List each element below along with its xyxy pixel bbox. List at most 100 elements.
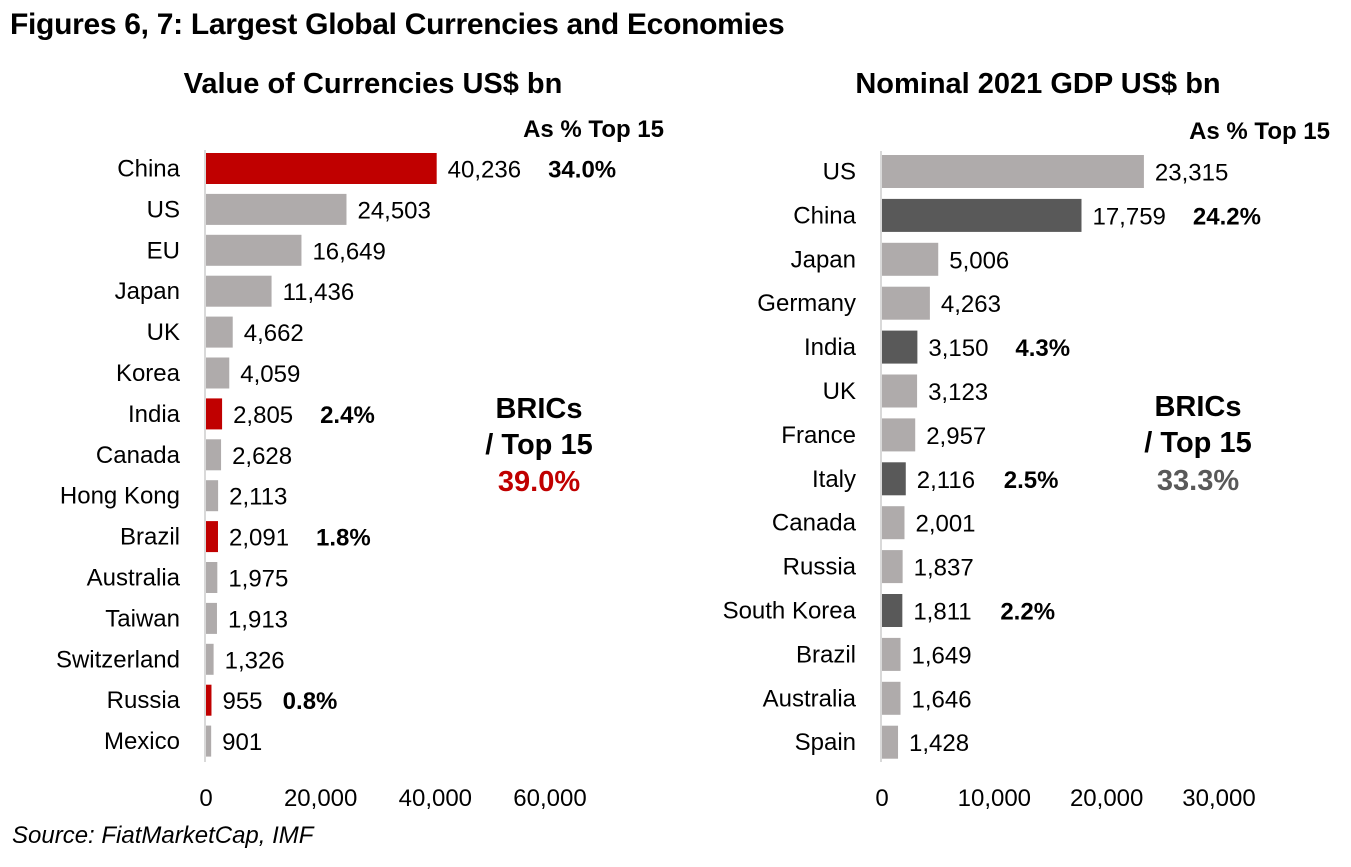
bar-australia xyxy=(206,562,218,593)
bar-brazil xyxy=(206,521,218,553)
bar-taiwan xyxy=(206,602,217,634)
category-label: India xyxy=(128,401,181,428)
bars: US 23,315 China 17,759 24.2% Japan 5,006 German… xyxy=(723,155,1261,759)
value-label: 2,957 xyxy=(926,423,986,450)
value-label: 2,091 xyxy=(229,525,289,552)
bric-annotation-line2: / Top 15 xyxy=(1144,427,1251,459)
pct-label: 2.4% xyxy=(320,402,375,429)
bar-korea xyxy=(206,357,230,389)
category-label: US xyxy=(147,196,180,223)
bar-india xyxy=(882,330,918,364)
x-axis-ticks: 0 10,000 20,000 30,000 xyxy=(875,785,1255,812)
value-label: 24,503 xyxy=(357,197,430,224)
value-label: 16,649 xyxy=(312,238,385,265)
gdp-chart: Nominal 2021 GDP US$ bn As % Top 15 US 23… xyxy=(723,68,1330,812)
category-label: Canada xyxy=(96,442,181,469)
category-label: Russia xyxy=(783,554,857,581)
bar-china xyxy=(882,198,1082,232)
category-label: UK xyxy=(823,378,856,405)
category-label: Taiwan xyxy=(105,605,180,632)
category-label: EU xyxy=(147,237,180,264)
pct-label: 1.8% xyxy=(316,525,371,552)
x-tick-label: 0 xyxy=(199,785,212,812)
value-label: 4,059 xyxy=(240,361,300,388)
category-label: Brazil xyxy=(796,641,856,668)
bar-switzerland xyxy=(206,643,214,675)
bric-annotation-line1: BRICs xyxy=(1154,391,1241,423)
x-axis-ticks: 0 20,000 40,000 60,000 xyxy=(199,785,586,812)
category-label: Canada xyxy=(772,510,857,537)
category-label: Hong Kong xyxy=(60,483,180,510)
value-label: 1,913 xyxy=(228,606,288,633)
chart-subtitle: As % Top 15 xyxy=(523,116,664,143)
value-label: 3,123 xyxy=(928,379,988,406)
figure-title: Figures 6, 7: Largest Global Currencies … xyxy=(10,8,785,41)
bar-india xyxy=(206,398,223,430)
category-label: US xyxy=(823,159,856,186)
chart-title: Nominal 2021 GDP US$ bn xyxy=(855,68,1220,100)
pct-label: 34.0% xyxy=(548,157,616,184)
bar-australia xyxy=(882,681,901,715)
pct-label: 4.3% xyxy=(1015,335,1070,362)
bars: China 40,236 34.0% US 24,503 EU 16,649 Japan 11,… xyxy=(56,153,616,757)
category-label: Australia xyxy=(87,565,181,592)
category-label: Germany xyxy=(757,290,856,317)
bar-spain xyxy=(882,725,899,759)
value-label: 2,805 xyxy=(233,402,293,429)
bar-japan xyxy=(206,275,272,307)
bar-brazil xyxy=(882,637,901,671)
category-label: UK xyxy=(147,319,180,346)
category-label: Spain xyxy=(795,729,856,756)
category-label: China xyxy=(117,156,180,183)
category-label: France xyxy=(781,422,856,449)
bric-annotation-line2: / Top 15 xyxy=(485,429,592,461)
pct-label: 2.5% xyxy=(1004,467,1059,494)
bar-hong-kong xyxy=(206,480,219,512)
bar-canada xyxy=(882,506,905,540)
bar-france xyxy=(882,418,916,452)
category-label: China xyxy=(793,202,856,229)
category-label: Japan xyxy=(791,246,856,273)
value-label: 4,662 xyxy=(244,320,304,347)
bar-japan xyxy=(882,242,939,276)
pct-label: 24.2% xyxy=(1193,203,1261,230)
chart-subtitle: As % Top 15 xyxy=(1189,118,1330,145)
bar-canada xyxy=(206,439,222,471)
value-label: 2,116 xyxy=(917,467,975,494)
value-label: 1,811 xyxy=(913,599,971,626)
category-label: Italy xyxy=(812,466,856,493)
category-label: Brazil xyxy=(120,524,180,551)
bar-china xyxy=(206,153,437,184)
x-tick-label: 60,000 xyxy=(513,785,586,812)
value-label: 955 xyxy=(222,688,262,715)
bric-annotation-value: 33.3% xyxy=(1157,465,1239,497)
category-label: Mexico xyxy=(104,728,180,755)
x-tick-label: 10,000 xyxy=(958,785,1031,812)
category-label: Switzerland xyxy=(56,646,180,673)
value-label: 4,263 xyxy=(941,291,1001,318)
chart-title: Value of Currencies US$ bn xyxy=(184,68,563,100)
bar-uk xyxy=(882,374,918,408)
bar-uk xyxy=(206,316,233,348)
value-label: 901 xyxy=(222,729,262,756)
category-label: Korea xyxy=(116,360,181,387)
value-label: 2,113 xyxy=(229,484,287,511)
bar-italy xyxy=(882,462,906,496)
category-label: Japan xyxy=(115,278,180,305)
pct-label: 0.8% xyxy=(283,688,338,715)
bric-annotation-value: 39.0% xyxy=(498,466,580,498)
value-label: 1,326 xyxy=(225,647,285,674)
bar-us xyxy=(206,193,347,225)
value-label: 17,759 xyxy=(1092,203,1165,230)
value-label: 1,837 xyxy=(914,555,974,582)
value-label: 2,628 xyxy=(232,443,292,470)
category-label: South Korea xyxy=(723,598,857,625)
category-label: Australia xyxy=(763,685,857,712)
value-label: 1,428 xyxy=(909,730,969,757)
value-label: 2,001 xyxy=(915,511,975,538)
x-tick-label: 0 xyxy=(875,785,888,812)
bar-russia xyxy=(206,684,212,716)
value-label: 1,649 xyxy=(912,642,972,669)
category-label: Russia xyxy=(107,687,181,714)
value-label: 1,646 xyxy=(911,686,971,713)
